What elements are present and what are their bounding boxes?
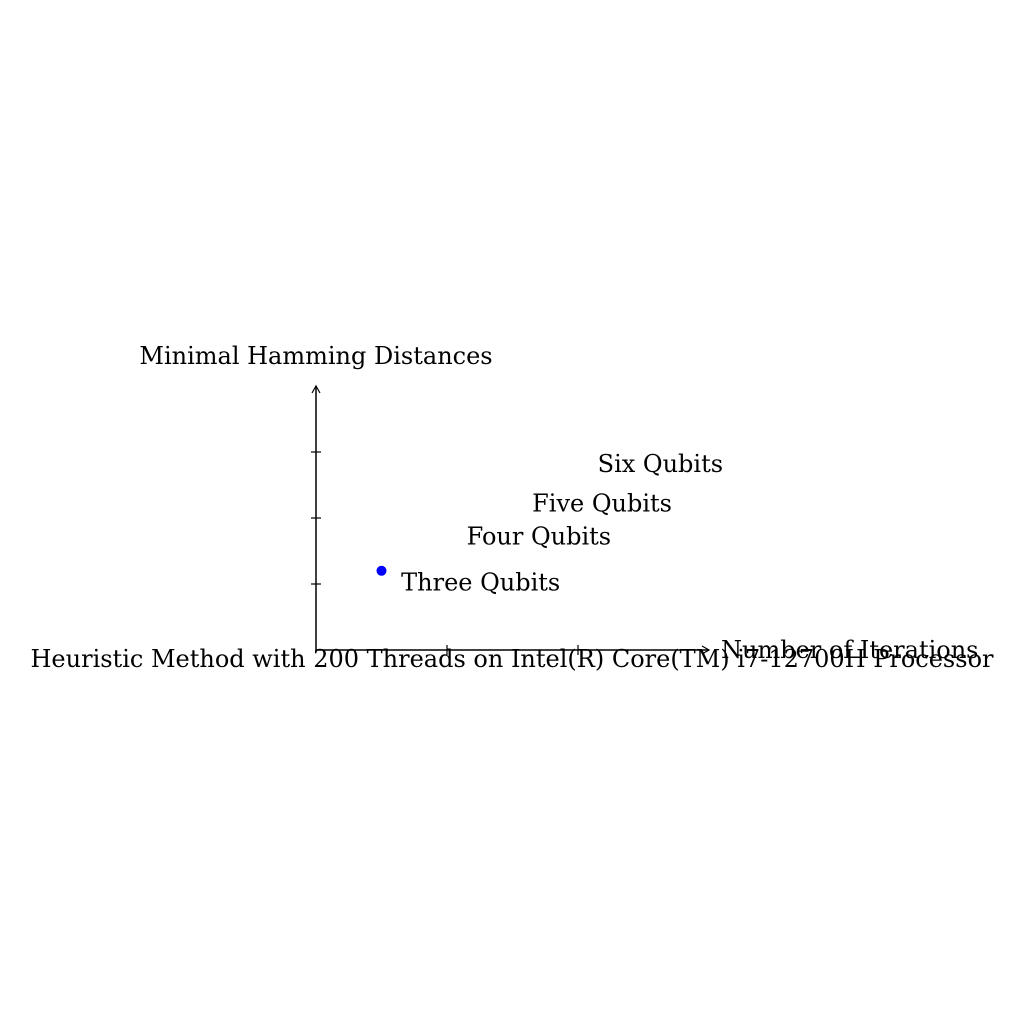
x-axis-label: Number of Iterations bbox=[721, 636, 979, 664]
data-point-1-1 bbox=[376, 565, 387, 576]
axes bbox=[311, 384, 711, 655]
annotations: Three Qubits Four Qubits Five Qubits Six Qu… bbox=[401, 450, 723, 597]
annotation-label: Six Qubits bbox=[598, 450, 723, 478]
axis-ticks bbox=[311, 451, 579, 655]
annotation-label: Five Qubits bbox=[532, 489, 672, 517]
x-axis-arrowhead bbox=[701, 645, 711, 655]
data-points bbox=[376, 565, 387, 576]
y-axis-arrowhead bbox=[311, 384, 321, 394]
chart-caption: Heuristic Method with 200 Threads on Int… bbox=[31, 645, 995, 673]
annotation-label: Three Qubits bbox=[401, 569, 560, 597]
axis-labels: Minimal Hamming Distances Number of Iter… bbox=[31, 342, 995, 673]
annotation-label: Four Qubits bbox=[467, 522, 611, 550]
y-axis-label: Minimal Hamming Distances bbox=[139, 342, 492, 370]
